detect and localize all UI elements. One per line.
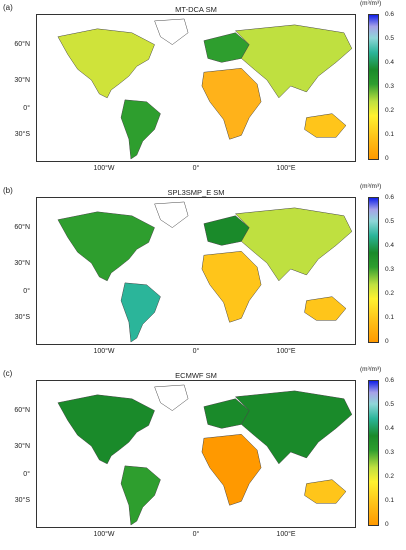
colorbar-tick: 0.1 xyxy=(385,131,395,138)
colorbar-tick: 0.5 xyxy=(385,35,395,42)
panel-title: SPL3SMP_E SM xyxy=(167,188,225,197)
landmass-africa xyxy=(201,251,262,323)
lon-label-100e: 100°E xyxy=(276,165,296,172)
colorbar-unit: (m³/m³) xyxy=(360,0,382,7)
lat-label-60n: 60°N xyxy=(14,224,30,231)
colorbar-tick: 0.3 xyxy=(385,83,395,90)
panel-title: MT-DCA SM xyxy=(175,5,217,14)
lon-label-0: 0° xyxy=(192,348,200,355)
lon-label-0: 0° xyxy=(192,531,200,538)
lat-label-60n: 60°N xyxy=(14,41,30,48)
map-panel-a: (a) MT-DCA SM 60°N 30°N 0° 30°S 100°W 0°… xyxy=(0,0,406,178)
colorbar-tick: 0.5 xyxy=(385,401,395,408)
landmass-eurasia xyxy=(234,24,353,99)
colorbar-tick: 0.4 xyxy=(385,425,395,432)
lat-label-30n: 30°N xyxy=(14,260,30,267)
landmass-australia xyxy=(304,479,347,504)
lon-label-100e: 100°E xyxy=(276,531,296,538)
panel-letter: (c) xyxy=(3,369,13,378)
landmass-north-america xyxy=(57,211,155,282)
landmass-australia xyxy=(304,113,347,138)
lon-label-100e: 100°E xyxy=(276,348,296,355)
lat-label-30n: 30°N xyxy=(14,443,30,450)
landmass-south-america xyxy=(120,282,161,343)
lon-label-100w: 100°W xyxy=(93,348,115,355)
colorbar-unit: (m³/m³) xyxy=(360,183,382,190)
colorbar-tick: 0.2 xyxy=(385,290,395,297)
landmass-eurasia xyxy=(234,207,353,282)
panel-letter: (b) xyxy=(3,186,13,195)
landmass-north-america xyxy=(57,394,155,465)
lat-label-0: 0° xyxy=(23,471,30,478)
colorbar-tick: 0.2 xyxy=(385,107,395,114)
map-frame xyxy=(36,14,356,162)
lat-label-30n: 30°N xyxy=(14,77,30,84)
colorbar-tick: 0.5 xyxy=(385,218,395,225)
colorbar-tick: 0 xyxy=(385,155,389,162)
map-panel-c: (c) ECMWF SM 60°N 30°N 0° 30°S 100°W 0° … xyxy=(0,366,406,544)
colorbar-tick: 0.1 xyxy=(385,497,395,504)
landmass-north-america xyxy=(57,28,155,99)
lat-label-60n: 60°N xyxy=(14,407,30,414)
lat-label-0: 0° xyxy=(23,288,30,295)
lat-label-30s: 30°S xyxy=(14,314,30,321)
lat-label-30s: 30°S xyxy=(14,131,30,138)
colorbar-tick: 0.6 xyxy=(385,377,395,384)
colorbar-tick: 0.3 xyxy=(385,449,395,456)
landmass-eurasia xyxy=(234,390,353,465)
lon-label-100w: 100°W xyxy=(93,165,115,172)
landmass-africa xyxy=(201,434,262,506)
map-frame xyxy=(36,380,356,528)
colorbar-tick: 0.2 xyxy=(385,473,395,480)
colorbar-tick: 0.3 xyxy=(385,266,395,273)
colorbar-unit: (m³/m³) xyxy=(360,366,382,373)
colorbar-tick: 0.4 xyxy=(385,242,395,249)
colorbar xyxy=(368,380,379,526)
landmass-australia xyxy=(304,296,347,321)
colorbar-tick: 0.4 xyxy=(385,59,395,66)
lat-label-30s: 30°S xyxy=(14,497,30,504)
colorbar-tick: 0 xyxy=(385,338,389,345)
lat-label-0: 0° xyxy=(23,105,30,112)
map-canvas xyxy=(57,18,353,160)
colorbar-tick: 0 xyxy=(385,521,389,528)
landmass-south-america xyxy=(120,99,161,160)
map-panel-b: (b) SPL3SMP_E SM 60°N 30°N 0° 30°S 100°W… xyxy=(0,183,406,361)
lon-label-0: 0° xyxy=(192,165,200,172)
colorbar xyxy=(368,14,379,160)
lon-label-100w: 100°W xyxy=(93,531,115,538)
map-canvas xyxy=(57,201,353,343)
panel-title: ECMWF SM xyxy=(175,371,217,380)
colorbar xyxy=(368,197,379,343)
landmass-south-america xyxy=(120,465,161,526)
colorbar-tick: 0.1 xyxy=(385,314,395,321)
landmass-africa xyxy=(201,68,262,140)
colorbar-tick: 0.6 xyxy=(385,194,395,201)
map-canvas xyxy=(57,384,353,526)
landmass-greenland xyxy=(154,384,189,411)
landmass-greenland xyxy=(154,201,189,228)
colorbar-tick: 0.6 xyxy=(385,11,395,18)
landmass-greenland xyxy=(154,18,189,45)
map-frame xyxy=(36,197,356,345)
panel-letter: (a) xyxy=(3,3,13,12)
